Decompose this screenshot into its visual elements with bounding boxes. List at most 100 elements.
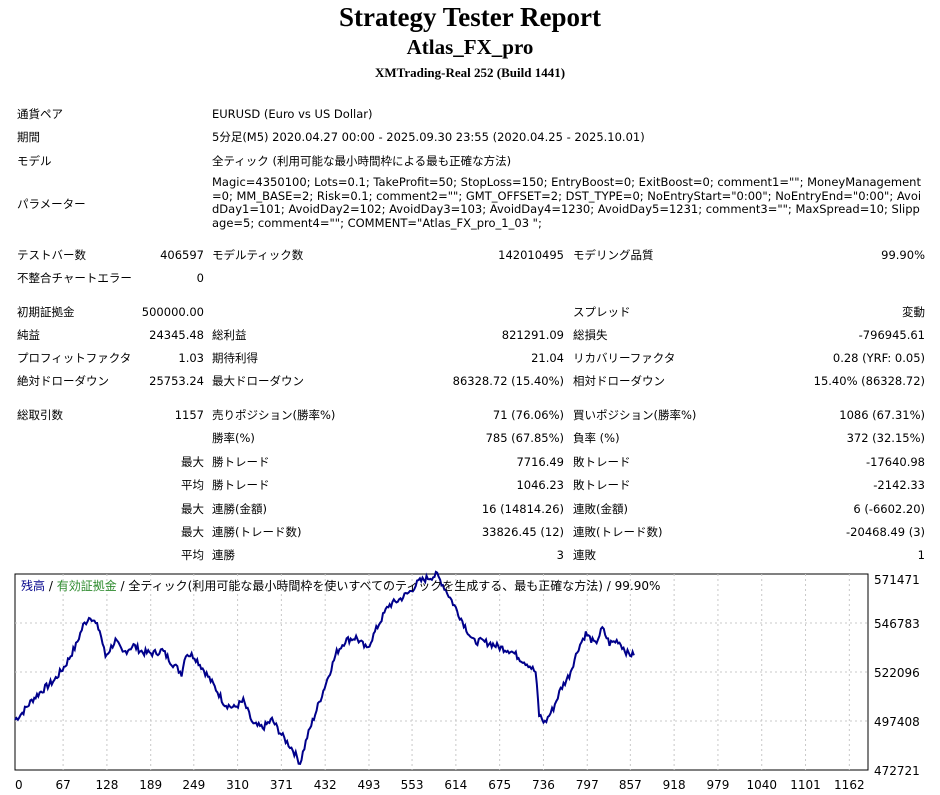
profit-factor-value: 1.03 bbox=[178, 351, 204, 365]
x-axis-ticks: 0 67 128 189 249 310 371 432 493 553 614 675 736 797 8… bbox=[15, 778, 865, 792]
net-profit-label: 純益 bbox=[17, 328, 40, 342]
legend-balance: 残高 bbox=[21, 578, 45, 593]
quality-label: モデリング品質 bbox=[573, 248, 654, 262]
x-tick-label: 979 bbox=[706, 778, 729, 792]
largest-loss-label: 敗トレード bbox=[573, 455, 631, 469]
average-prefix: 平均 bbox=[181, 478, 204, 492]
y-tick-label: 522096 bbox=[874, 666, 920, 680]
y-axis-ticks: 571471 546783 522096 497408 472721 bbox=[874, 573, 920, 778]
period-label: 期間 bbox=[17, 130, 40, 144]
x-tick-label: 675 bbox=[488, 778, 511, 792]
mismatch-value: 0 bbox=[196, 271, 204, 285]
legend-sep-2: / bbox=[117, 579, 129, 593]
cons-wins-amount-value: 16 (14814.26) bbox=[481, 502, 564, 516]
deposit-label: 初期証拠金 bbox=[17, 305, 75, 319]
params-value: Magic=4350100; Lots=0.1; TakeProfit=50; … bbox=[212, 175, 922, 230]
deposit-value: 500000.00 bbox=[141, 305, 204, 319]
x-tick-label: 128 bbox=[95, 778, 118, 792]
max-cons-amount-prefix: 最大 bbox=[181, 502, 204, 516]
legend-model: 全ティック(利用可能な最小時間枠を使いすべてのティックを生成する、最も正確な方法… bbox=[128, 578, 603, 593]
net-profit-value: 24345.48 bbox=[149, 328, 204, 342]
ticks-value: 142010495 bbox=[498, 248, 564, 262]
avg-cons-losses-label: 連敗 bbox=[573, 548, 596, 562]
bars-value: 406597 bbox=[160, 248, 204, 262]
gross-profit-value: 821291.09 bbox=[501, 328, 564, 342]
symbol-label: 通貨ペア bbox=[17, 107, 63, 121]
legend-sep-3: / bbox=[603, 579, 615, 593]
win-rate-label: 勝率(%) bbox=[212, 431, 255, 445]
short-positions-label: 売りポジション(勝率%) bbox=[212, 408, 336, 422]
x-tick-label: 432 bbox=[314, 778, 337, 792]
cons-losses-trades-label: 連敗(トレード数) bbox=[573, 525, 663, 539]
y-tick-label: 571471 bbox=[874, 573, 920, 587]
x-tick-label: 67 bbox=[55, 778, 70, 792]
cons-losses-amount-value: 6 (-6602.20) bbox=[853, 502, 925, 516]
largest-win-label: 勝トレード bbox=[212, 455, 270, 469]
spread-label: スプレッド bbox=[573, 305, 631, 319]
profit-factor-label: プロフィットファクタ bbox=[17, 351, 132, 365]
gross-loss-value: -796945.61 bbox=[858, 328, 925, 342]
avg-loss-value: -2142.33 bbox=[873, 478, 925, 492]
ea-name: Atlas_FX_pro bbox=[406, 35, 534, 59]
x-tick-label: 797 bbox=[576, 778, 599, 792]
x-tick-label: 1162 bbox=[834, 778, 865, 792]
x-tick-label: 1040 bbox=[746, 778, 777, 792]
win-rate-value: 785 (67.85%) bbox=[485, 431, 564, 445]
loss-rate-label: 負率 (%) bbox=[573, 431, 620, 445]
avg-cons-wins-value: 3 bbox=[556, 548, 564, 562]
avg-cons-losses-value: 1 bbox=[917, 548, 925, 562]
balance-chart: 残高 / 有効証拠金 / 全ティック(利用可能な最小時間枠を使いすべてのティック… bbox=[14, 570, 920, 792]
balance-series-line bbox=[14, 570, 635, 765]
total-trades-value: 1157 bbox=[174, 408, 204, 422]
cons-losses-trades-value: -20468.49 (3) bbox=[846, 525, 925, 539]
recovery-factor-label: リカバリーファクタ bbox=[573, 351, 676, 365]
model-label: モデル bbox=[17, 154, 52, 168]
long-positions-label: 買いポジション(勝率%) bbox=[573, 408, 697, 422]
cons-losses-amount-label: 連敗(金額) bbox=[573, 502, 628, 516]
largest-loss-value: -17640.98 bbox=[865, 455, 925, 469]
x-tick-label: 371 bbox=[270, 778, 293, 792]
params-label: パラメーター bbox=[17, 197, 86, 211]
chart-grid bbox=[15, 574, 868, 770]
cons-wins-trades-label: 連勝(トレード数) bbox=[212, 525, 302, 539]
gross-loss-label: 総損失 bbox=[573, 328, 608, 342]
y-tick-label: 472721 bbox=[874, 764, 920, 778]
report-title: Strategy Tester Report bbox=[339, 2, 601, 32]
cons-wins-trades-value: 33826.45 (12) bbox=[481, 525, 564, 539]
chart-legend: 残高 / 有効証拠金 / 全ティック(利用可能な最小時間枠を使いすべてのティック… bbox=[21, 578, 660, 593]
rel-drawdown-label: 相対ドローダウン bbox=[573, 374, 665, 388]
x-tick-label: 493 bbox=[358, 778, 381, 792]
abs-drawdown-label: 絶対ドローダウン bbox=[17, 374, 109, 388]
avg-cons-prefix: 平均 bbox=[181, 548, 204, 562]
mismatch-label: 不整合チャートエラー bbox=[17, 271, 132, 285]
legend-equity: 有効証拠金 bbox=[57, 578, 117, 593]
legend-sep-1: / bbox=[45, 579, 57, 593]
x-tick-label: 736 bbox=[532, 778, 555, 792]
y-tick-label: 497408 bbox=[874, 715, 920, 729]
x-tick-label: 249 bbox=[182, 778, 205, 792]
cons-wins-amount-label: 連勝(金額) bbox=[212, 502, 267, 516]
x-tick-label: 1101 bbox=[790, 778, 821, 792]
expected-payoff-value: 21.04 bbox=[531, 351, 564, 365]
max-drawdown-label: 最大ドローダウン bbox=[212, 374, 304, 388]
y-tick-label: 546783 bbox=[874, 617, 920, 631]
rel-drawdown-value: 15.40% (86328.72) bbox=[813, 374, 925, 388]
expected-payoff-label: 期待利得 bbox=[212, 351, 258, 365]
largest-prefix: 最大 bbox=[181, 455, 204, 469]
short-positions-value: 71 (76.06%) bbox=[492, 408, 564, 422]
avg-cons-wins-label: 連勝 bbox=[212, 548, 235, 562]
server-build: XMTrading-Real 252 (Build 1441) bbox=[374, 65, 566, 80]
x-tick-label: 553 bbox=[401, 778, 424, 792]
x-tick-label: 310 bbox=[226, 778, 249, 792]
quality-value: 99.90% bbox=[881, 248, 925, 262]
spread-value: 変動 bbox=[902, 305, 925, 319]
x-tick-label: 857 bbox=[619, 778, 642, 792]
loss-rate-value: 372 (32.15%) bbox=[846, 431, 925, 445]
avg-loss-label: 敗トレード bbox=[573, 478, 631, 492]
max-drawdown-value: 86328.72 (15.40%) bbox=[452, 374, 564, 388]
max-cons-trades-prefix: 最大 bbox=[181, 525, 204, 539]
long-positions-value: 1086 (67.31%) bbox=[839, 408, 925, 422]
total-trades-label: 総取引数 bbox=[17, 408, 63, 422]
ticks-label: モデルティック数 bbox=[212, 248, 304, 262]
x-tick-label: 0 bbox=[15, 778, 23, 792]
